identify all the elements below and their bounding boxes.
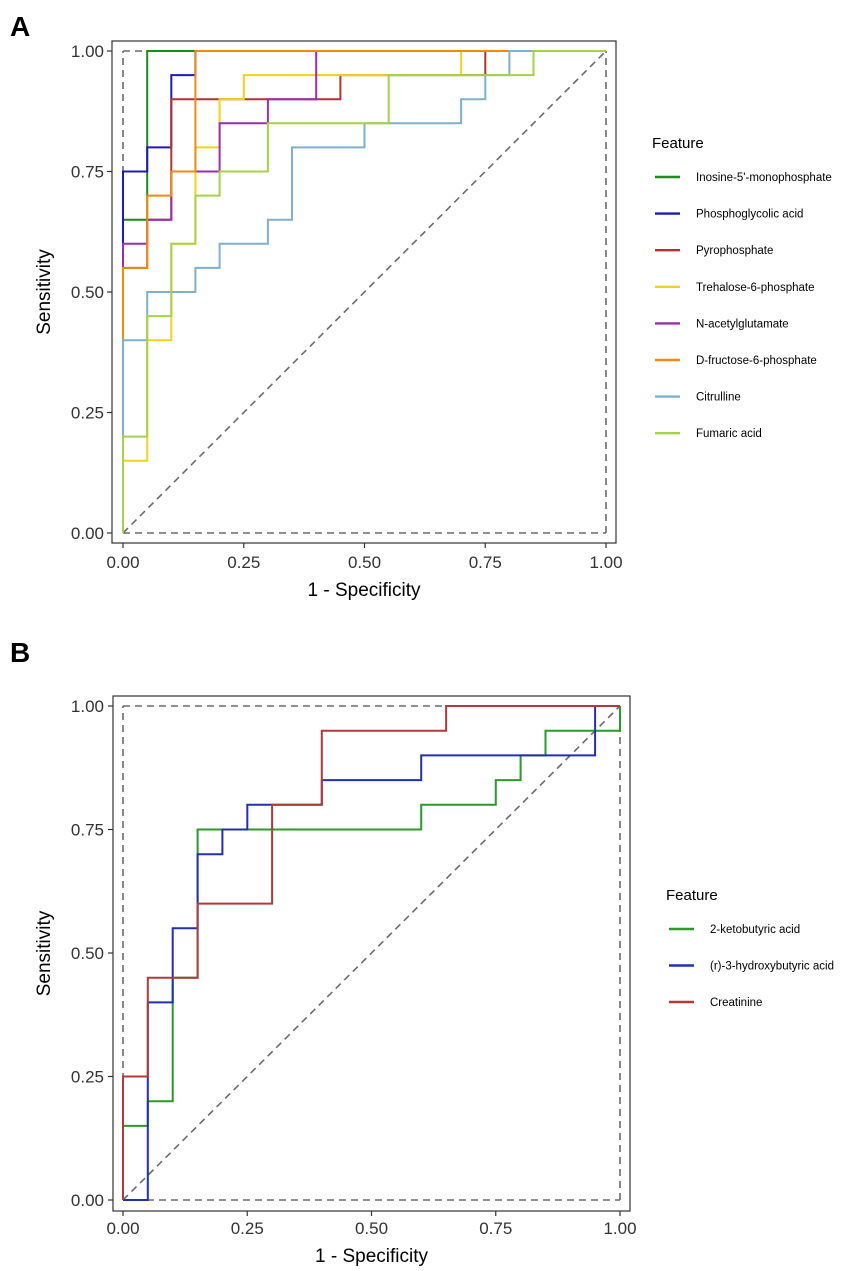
y-tick-label: 0.50 [71,944,104,963]
legend-label: Phosphoglycolic acid [696,209,803,221]
y-tick-label: 0.25 [71,1068,104,1087]
x-tick-label: 0.25 [231,1219,264,1238]
x-tick-label: 1.00 [603,1219,636,1238]
x-tick-label: 0.50 [355,1219,388,1238]
x-axis-title: 1 - Specificity [315,1246,428,1267]
legend-label: N-acetylglutamate [696,318,789,330]
x-tick-label: 0.50 [348,553,381,572]
legend-label: Inosine-5'-monophosphate [696,172,832,184]
legend-title: Feature [666,887,718,904]
roc-chart-panel-a: 0.00 0.25 0.50 0.75 1.00 0.00 0.25 0.50 0.75 1.00… [34,41,832,601]
panel-b-letter: B [10,637,30,668]
roc-figure: A B 0.00 0.25 0.50 0.75 1.00 0.00 0.25 0.50 0.75… [0,0,854,1271]
y-tick-label: 1.00 [71,697,104,716]
y-tick-label: 0.75 [71,821,104,840]
x-tick-label: 0.00 [106,553,139,572]
legend: Feature Inosine-5'-monophosphate Phosphogl… [652,135,832,440]
legend-label: Trehalose-6-phosphate [696,282,814,294]
legend-label: Fumaric acid [696,428,762,440]
y-axis-title: Sensitivity [34,910,55,996]
legend-label: D-fructose-6-phosphate [696,355,817,367]
y-tick-label: 0.00 [71,1191,104,1210]
x-tick-label: 0.00 [106,1219,139,1238]
y-axis-title: Sensitivity [34,249,55,335]
y-tick-label: 0.00 [71,524,104,543]
x-tick-label: 1.00 [589,553,622,572]
x-tick-label: 0.25 [227,553,260,572]
legend-label: Citrulline [696,392,741,404]
y-tick-label: 0.75 [71,163,104,182]
x-axis-title: 1 - Specificity [308,580,421,601]
x-tick-label: 0.75 [479,1219,512,1238]
y-tick-label: 1.00 [71,42,104,61]
legend: Feature 2-ketobutyric acid (r)-3-hydroxybu… [666,887,834,1009]
y-tick-label: 0.50 [71,283,104,302]
legend-title: Feature [652,135,704,152]
legend-label: 2-ketobutyric acid [710,924,800,936]
x-tick-label: 0.75 [469,553,502,572]
y-tick-label: 0.25 [71,404,104,423]
legend-label: Creatinine [710,997,762,1009]
panel-a-letter: A [10,11,30,42]
legend-label: Pyrophosphate [696,245,773,257]
roc-chart-panel-b: 0.00 0.25 0.50 0.75 1.00 0.00 0.25 0.50 0.75 1.00… [34,696,834,1267]
legend-label: (r)-3-hydroxybutyric acid [710,961,834,973]
